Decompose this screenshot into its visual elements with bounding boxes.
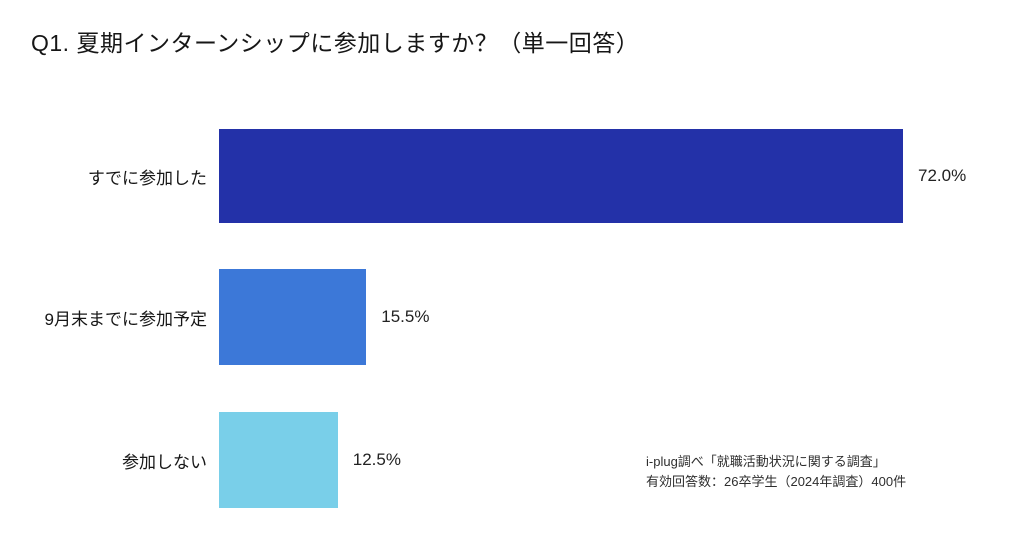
bar-value-label: 72.0% — [918, 166, 967, 185]
bar — [219, 412, 338, 508]
chart-title: Q1. 夏期インターンシップに参加しますか？（単一回答） — [31, 30, 640, 56]
source-note-line-1: i-plug調べ「就職活動状況に関する調査」 — [646, 454, 886, 469]
bar-category-label: 9月末までに参加予定 — [44, 309, 207, 329]
bar — [219, 129, 903, 223]
bar-category-label: 参加しない — [122, 452, 207, 472]
source-note-line-2: 有効回答数：26卒学生（2024年調査）400件 — [646, 474, 907, 489]
bar-value-label: 12.5% — [352, 450, 401, 469]
bar-category-label: すでに参加した — [87, 168, 207, 188]
bar — [219, 269, 367, 365]
bar-row: 参加しない 12.5% — [0, 412, 1024, 508]
source-note: i-plug調べ「就職活動状況に関する調査」 有効回答数：26卒学生（2024年… — [646, 452, 906, 492]
bar-value-label: 15.5% — [381, 307, 430, 326]
bar-row: すでに参加した 72.0% — [0, 129, 1024, 223]
bar-row: 9月末までに参加予定 15.5% — [0, 269, 1024, 365]
